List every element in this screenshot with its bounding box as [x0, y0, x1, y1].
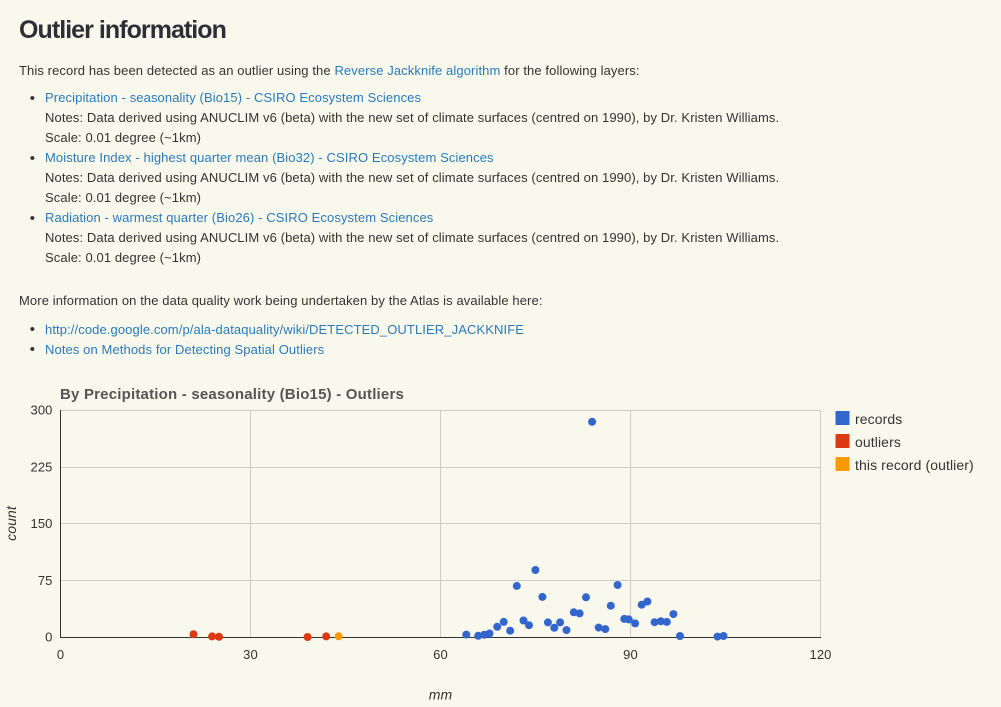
- svg-text:150: 150: [31, 516, 53, 531]
- svg-text:records: records: [855, 411, 902, 427]
- svg-text:60: 60: [433, 647, 448, 662]
- svg-text:0: 0: [45, 630, 52, 645]
- svg-text:outliers: outliers: [855, 434, 901, 450]
- svg-text:30: 30: [243, 647, 258, 662]
- svg-text:225: 225: [31, 459, 53, 474]
- svg-text:75: 75: [38, 573, 53, 588]
- svg-text:120: 120: [810, 647, 832, 662]
- svg-text:0: 0: [57, 647, 64, 662]
- svg-text:300: 300: [31, 403, 53, 418]
- svg-text:By Precipitation - seasonality: By Precipitation - seasonality (Bio15) -…: [60, 386, 404, 403]
- svg-text:count: count: [3, 505, 19, 541]
- svg-text:this record (outlier): this record (outlier): [855, 457, 974, 473]
- svg-text:90: 90: [623, 647, 638, 662]
- svg-text:mm: mm: [429, 687, 453, 703]
